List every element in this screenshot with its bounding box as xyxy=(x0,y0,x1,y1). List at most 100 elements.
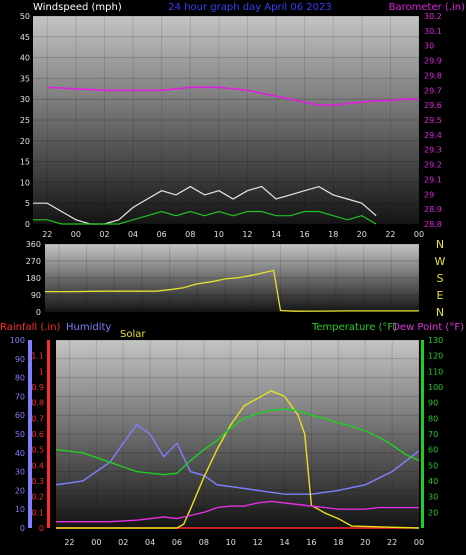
wind-x-tick-label: 08 xyxy=(185,230,195,239)
rainfall-tick-label: 0.9 xyxy=(31,383,44,392)
temp-x-tick-label: 02 xyxy=(118,538,128,547)
rainfall-tick-label: 1 xyxy=(39,367,44,376)
temp-x-tick-label: 22 xyxy=(387,538,397,547)
rainfall-y-ticks: 0 0.1 0.2 0.3 0.4 0.5 0.6 0.7 0.8 0.9 1 1.1 xyxy=(31,352,44,533)
temp-series xyxy=(55,390,420,529)
wind-x-tick-label: 16 xyxy=(300,230,310,239)
rainfall-axis-label: Rainfall (.in) xyxy=(0,322,61,333)
wind-x-tick-label: 00 xyxy=(71,230,81,239)
temperature-tick-label: 60 xyxy=(428,446,438,455)
rainfall-axis-bar xyxy=(47,340,50,528)
rainfall-tick-label: 0.7 xyxy=(31,414,44,423)
barometer-tick-label: 30.1 xyxy=(424,27,442,36)
rainfall-tick-label: 0.3 xyxy=(31,477,44,486)
humidity-tick-label: 40 xyxy=(15,449,25,458)
humidity-tick-label: 20 xyxy=(15,486,25,495)
direction-y-ticks: 0 90 180 270 360 xyxy=(26,240,41,317)
wind-y-ticks: 0 5 10 15 20 25 30 35 40 45 50 xyxy=(20,12,30,229)
solar-axis-label: Solar xyxy=(120,329,146,340)
temperature-tick-label: 40 xyxy=(428,477,438,486)
wind-tick-label: 50 xyxy=(20,12,30,21)
barometer-line xyxy=(47,86,419,106)
humidity-y-ticks: 0 10 20 30 40 50 60 70 80 90 100 xyxy=(10,336,25,533)
windspeed-axis-label: Windspeed (mph) xyxy=(33,2,122,13)
wind-tick-label: 0 xyxy=(25,220,30,229)
wind-direction-line xyxy=(45,269,419,312)
rainfall-tick-label: 1.1 xyxy=(31,352,44,361)
rainfall-tick-label: 0.2 xyxy=(31,493,44,502)
temperature-y-ticks: 20 30 40 50 60 70 80 90 100 110 120 130 xyxy=(428,336,443,517)
barometer-tick-label: 29.6 xyxy=(424,101,442,110)
wind-x-tick-label: 14 xyxy=(271,230,281,239)
barometer-tick-label: 29.5 xyxy=(424,116,442,125)
wind-x-tick-label: 02 xyxy=(99,230,109,239)
temp-x-tick-label: 00 xyxy=(91,538,101,547)
temp-x-tick-label: 22 xyxy=(64,538,74,547)
temperature-tick-label: 130 xyxy=(428,336,443,345)
humidity-tick-label: 50 xyxy=(15,430,25,439)
temp-x-tick-label: 16 xyxy=(306,538,316,547)
humidity-tick-label: 90 xyxy=(15,355,25,364)
barometer-tick-label: 30 xyxy=(424,42,434,51)
wind-tick-label: 30 xyxy=(20,95,30,104)
humidity-tick-label: 0 xyxy=(20,524,25,533)
temperature-axis-label: Temperature (°F) xyxy=(311,322,397,333)
chart-title: 24 hour graph day April 06 2023 xyxy=(168,2,331,13)
temp-x-tick-label: 18 xyxy=(333,538,343,547)
temperature-tick-label: 100 xyxy=(428,383,443,392)
temperature-tick-label: 70 xyxy=(428,430,438,439)
humidity-tick-label: 60 xyxy=(15,411,25,420)
humidity-axis-label: Humidity xyxy=(66,322,111,333)
temperature-tick-label: 120 xyxy=(428,352,443,361)
barometer-tick-label: 28.9 xyxy=(424,205,442,214)
barometer-tick-label: 29.3 xyxy=(424,146,442,155)
wind-x-tick-label: 12 xyxy=(242,230,252,239)
barometer-tick-label: 29.1 xyxy=(424,175,442,184)
barometer-tick-label: 29.8 xyxy=(424,71,442,80)
temperature-axis-bar xyxy=(421,340,424,528)
temperature-line xyxy=(55,408,420,476)
temperature-tick-label: 30 xyxy=(428,493,438,502)
compass-w: W xyxy=(435,255,446,268)
barometer-y-ticks: 28.8 28.9 29 29.1 29.2 29.3 29.4 29.5 29.6 29.7 29… xyxy=(424,12,442,229)
temp-x-tick-label: 08 xyxy=(199,538,209,547)
wind-x-tick-label: 22 xyxy=(385,230,395,239)
wind-avg-line xyxy=(33,210,377,225)
temperature-tick-label: 20 xyxy=(428,508,438,517)
wind-x-tick-label: 06 xyxy=(157,230,167,239)
dewpoint-line xyxy=(56,500,419,523)
barometer-tick-label: 28.8 xyxy=(424,220,442,229)
wind-tick-label: 25 xyxy=(20,116,30,125)
wind-x-tick-label: 00 xyxy=(414,230,424,239)
direction-tick-label: 90 xyxy=(31,291,41,300)
dewpoint-axis-label: Dew Point (°F) xyxy=(392,322,464,333)
compass-e: E xyxy=(437,289,444,302)
barometer-tick-label: 29.4 xyxy=(424,131,442,140)
wind-tick-label: 15 xyxy=(20,158,30,167)
temp-x-tick-label: 14 xyxy=(279,538,289,547)
wind-tick-label: 20 xyxy=(20,137,30,146)
humidity-tick-label: 80 xyxy=(15,374,25,383)
rainfall-tick-label: 0.8 xyxy=(31,399,44,408)
wind-grid xyxy=(33,15,420,225)
temp-x-tick-label: 06 xyxy=(172,538,182,547)
wind-tick-label: 40 xyxy=(20,54,30,63)
temperature-tick-label: 110 xyxy=(428,367,443,376)
temperature-tick-label: 90 xyxy=(428,399,438,408)
humidity-line xyxy=(55,423,420,495)
wind-tick-label: 10 xyxy=(20,178,30,187)
direction-tick-label: 0 xyxy=(36,308,41,317)
temp-x-ticks: 22 00 02 04 06 08 10 12 14 16 18 20 22 00 xyxy=(64,538,424,547)
wind-x-tick-label: 10 xyxy=(214,230,224,239)
temp-x-tick-label: 10 xyxy=(226,538,236,547)
direction-tick-label: 180 xyxy=(26,274,41,283)
humidity-tick-label: 10 xyxy=(15,505,25,514)
rainfall-tick-label: 0.5 xyxy=(31,446,44,455)
temperature-tick-label: 50 xyxy=(428,461,438,470)
direction-tick-label: 360 xyxy=(26,240,41,249)
wind-tick-label: 35 xyxy=(20,74,30,83)
wind-plot-background xyxy=(33,16,419,224)
temp-x-tick-label: 04 xyxy=(145,538,155,547)
